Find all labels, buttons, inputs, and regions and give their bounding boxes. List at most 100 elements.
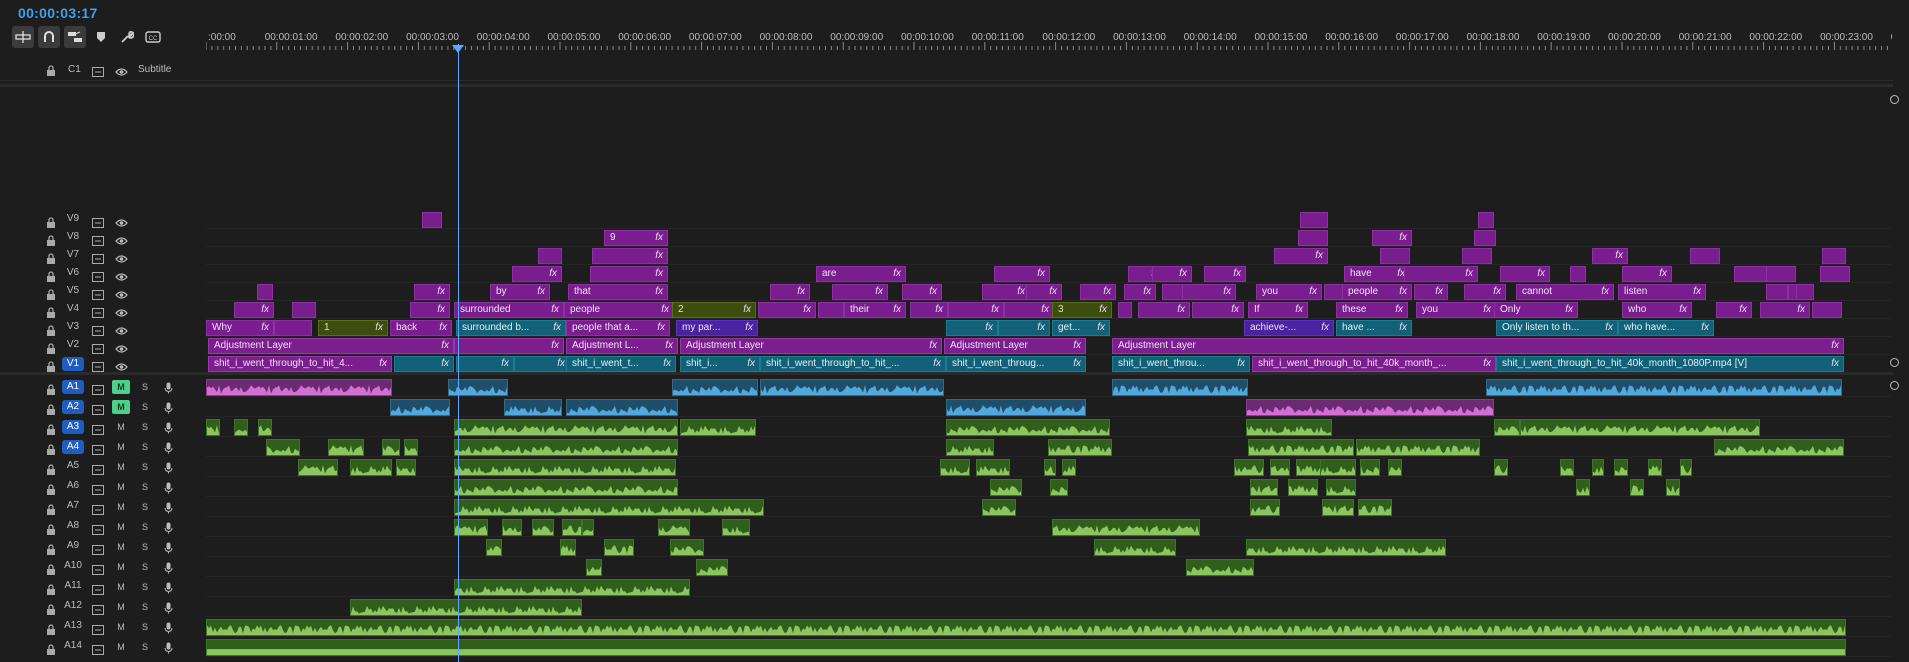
video-clip[interactable]: shit_i_went_throug... fx <box>946 356 1086 372</box>
caption-clip[interactable]: fx <box>758 302 816 318</box>
audio-clip[interactable] <box>404 439 418 456</box>
lock-icon[interactable] <box>46 482 56 500</box>
caption-clip[interactable] <box>422 212 442 228</box>
caption-clip[interactable]: Why fx <box>206 320 274 336</box>
caption-clip[interactable]: fx <box>1592 248 1628 264</box>
caption-clip[interactable] <box>1462 248 1492 264</box>
microphone-icon[interactable] <box>164 561 173 579</box>
caption-clip[interactable] <box>818 302 844 318</box>
caption-clip[interactable]: fx <box>1204 266 1246 282</box>
audio-clip[interactable] <box>502 519 522 536</box>
audio-clip[interactable] <box>658 519 690 536</box>
mute-button[interactable]: M <box>117 602 125 612</box>
caption-clip[interactable]: fx <box>1138 302 1190 318</box>
snap-magnet-icon[interactable] <box>38 26 60 48</box>
caption-clip[interactable]: my par... fx <box>676 320 758 336</box>
lock-icon[interactable] <box>46 215 56 233</box>
audio-clip[interactable] <box>1246 419 1332 436</box>
audio-clip[interactable] <box>990 479 1022 496</box>
audio-clip[interactable] <box>1094 539 1176 556</box>
track-label[interactable]: A8 <box>66 520 80 531</box>
caption-clip[interactable] <box>292 302 316 318</box>
audio-clip[interactable] <box>258 419 272 436</box>
eye-icon[interactable] <box>115 323 128 341</box>
mute-button[interactable]: M <box>117 542 125 552</box>
microphone-icon[interactable] <box>164 441 173 459</box>
sync-lock-icon[interactable] <box>92 382 104 400</box>
sync-lock-icon[interactable] <box>92 305 104 323</box>
audio-clip[interactable] <box>454 499 764 516</box>
video-zoom-knob[interactable] <box>1890 95 1899 104</box>
caption-clip[interactable]: who have... fx <box>1618 320 1714 336</box>
captions-icon[interactable]: CC <box>142 26 164 48</box>
adjustment-layer-clip[interactable]: Adjustment Layer fx <box>944 338 1086 354</box>
audio-clip[interactable] <box>454 579 690 596</box>
audio-clip[interactable] <box>1288 479 1318 496</box>
video-clip[interactable]: shit_i_went_through_to_hit_4... fx <box>208 356 392 372</box>
caption-clip[interactable]: listen fx <box>1618 284 1706 300</box>
caption-clip[interactable]: surrounded b... fx <box>456 320 566 336</box>
audio-clip[interactable] <box>454 439 678 456</box>
audio-clip[interactable] <box>1666 479 1680 496</box>
caption-clip[interactable] <box>1766 284 1788 300</box>
solo-button[interactable]: S <box>141 462 148 472</box>
caption-clip[interactable] <box>1822 248 1846 264</box>
solo-button[interactable]: S <box>141 602 148 612</box>
track-label[interactable]: V8 <box>66 231 80 242</box>
track-label[interactable]: A5 <box>66 460 80 471</box>
lock-icon[interactable] <box>46 382 56 400</box>
lock-icon[interactable] <box>46 233 56 251</box>
caption-clip[interactable]: 1 fx <box>318 320 388 336</box>
mute-button[interactable]: M <box>117 442 125 452</box>
caption-clip[interactable]: 9 fx <box>604 230 668 246</box>
caption-clip[interactable] <box>538 248 562 264</box>
track-label[interactable]: V1 <box>62 357 84 371</box>
caption-clip[interactable] <box>1380 248 1410 264</box>
audio-clip[interactable] <box>1560 459 1574 476</box>
audio-clip[interactable] <box>1048 439 1112 456</box>
playhead-timecode[interactable]: 00:00:03:17 <box>18 5 98 21</box>
video-clip[interactable]: fx <box>514 356 570 372</box>
caption-clip[interactable]: 3 fx <box>1052 302 1112 318</box>
lock-icon[interactable] <box>46 422 56 440</box>
sync-lock-icon[interactable] <box>92 522 104 540</box>
eye-icon[interactable] <box>115 215 128 233</box>
lock-icon[interactable] <box>46 502 56 520</box>
sync-lock-icon[interactable] <box>92 402 104 420</box>
audio-clip[interactable] <box>1322 499 1354 516</box>
caption-clip[interactable]: fx <box>982 284 1030 300</box>
solo-button[interactable]: S <box>141 582 148 592</box>
sync-lock-icon[interactable] <box>92 542 104 560</box>
playhead-handle[interactable] <box>452 45 464 53</box>
sync-lock-icon[interactable] <box>92 215 104 233</box>
track-label[interactable]: A4 <box>62 440 84 454</box>
track-label[interactable]: A7 <box>66 500 80 511</box>
vertical-scrollbar[interactable] <box>1893 58 1909 662</box>
audio-clip[interactable] <box>396 459 416 476</box>
audio-clip[interactable] <box>206 419 220 436</box>
solo-button[interactable]: S <box>141 442 148 452</box>
video-clip[interactable]: fx <box>394 356 454 372</box>
caption-clip[interactable]: these fx <box>1336 302 1408 318</box>
audio-clip[interactable] <box>946 439 994 456</box>
audio-clip[interactable] <box>982 499 1016 516</box>
eye-icon[interactable] <box>115 287 128 305</box>
lock-icon[interactable] <box>46 562 56 580</box>
mute-button[interactable]: M <box>117 642 125 652</box>
track-label[interactable]: A2 <box>62 400 84 414</box>
adjustment-layer-clip[interactable]: Adjustment Layer fx <box>1112 338 1844 354</box>
eye-icon[interactable] <box>115 269 128 287</box>
audio-clip[interactable] <box>1356 439 1480 456</box>
sync-lock-icon[interactable] <box>92 359 104 377</box>
audio-clip[interactable] <box>1248 439 1354 456</box>
audio-clip[interactable] <box>454 459 676 476</box>
solo-button[interactable]: S <box>141 382 148 392</box>
audio-clip[interactable] <box>566 399 678 416</box>
caption-clip[interactable]: have ... fx <box>1336 320 1412 336</box>
caption-clip[interactable]: 2 fx <box>672 302 756 318</box>
caption-clip[interactable] <box>1812 302 1842 318</box>
track-label[interactable]: V7 <box>66 249 80 260</box>
solo-button[interactable]: S <box>141 482 148 492</box>
audio-clip[interactable] <box>486 539 502 556</box>
caption-clip[interactable]: fx <box>1414 284 1448 300</box>
